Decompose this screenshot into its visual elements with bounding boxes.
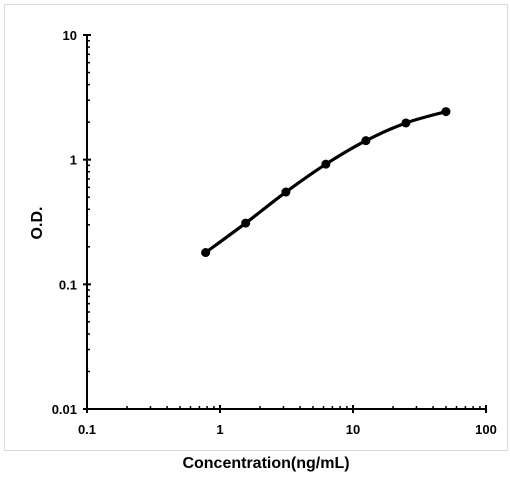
y-tick-label: 0.01 <box>52 402 77 417</box>
x-tick-label: 100 <box>475 422 497 437</box>
x-axis-title: Concentration(ng/mL) <box>182 455 349 472</box>
y-axis-title: O.D. <box>29 207 46 240</box>
data-point <box>441 107 451 117</box>
data-point <box>361 136 371 146</box>
data-point <box>401 118 411 128</box>
data-point <box>321 159 331 169</box>
x-tick-label: 10 <box>346 422 360 437</box>
data-point <box>241 218 251 228</box>
y-tick-label: 10 <box>63 28 77 43</box>
axis-ticks <box>83 34 487 413</box>
series <box>201 107 451 258</box>
data-point <box>201 248 211 258</box>
y-tick-label: 1 <box>70 153 77 168</box>
x-tick-label: 0.1 <box>78 422 96 437</box>
x-tick-label: 1 <box>216 422 223 437</box>
y-tick-label: 0.1 <box>59 277 77 292</box>
axes <box>86 35 486 410</box>
data-point <box>281 187 291 197</box>
series-line <box>204 109 448 255</box>
